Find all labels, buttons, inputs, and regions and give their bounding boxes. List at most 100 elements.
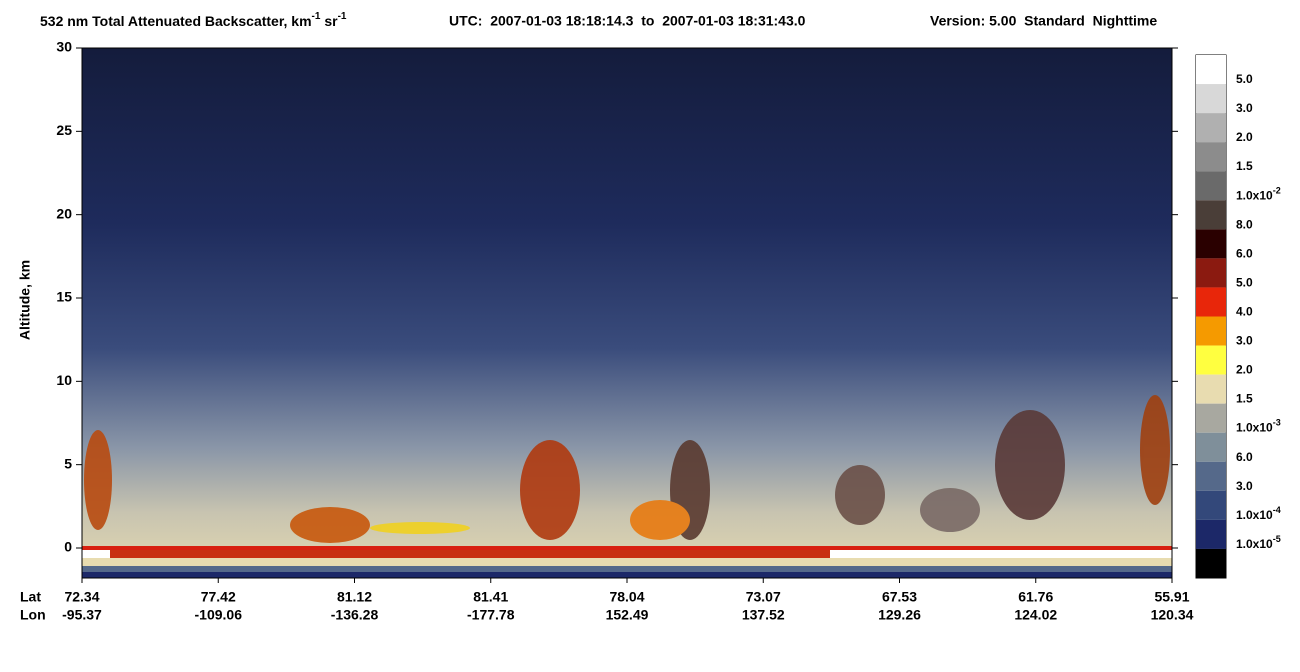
colorbar-segment bbox=[1196, 171, 1226, 201]
colorbar-segment bbox=[1196, 461, 1226, 491]
lon-label: 152.49 bbox=[606, 607, 649, 623]
colorbar-label: 1.0x10-5 bbox=[1236, 534, 1281, 551]
colorbar-segment bbox=[1196, 113, 1226, 143]
title-part: 532 nm Total Attenuated Backscatter, km bbox=[40, 13, 312, 29]
colorbar-segment bbox=[1196, 200, 1226, 230]
y-tick-label: 10 bbox=[56, 372, 72, 388]
lat-label: 67.53 bbox=[882, 589, 917, 605]
colorbar-label: 2.0 bbox=[1236, 363, 1253, 377]
subsurface bbox=[82, 572, 1172, 578]
colorbar-segment bbox=[1196, 345, 1226, 375]
chart-title: 532 nm Total Attenuated Backscatter, km-… bbox=[40, 11, 347, 29]
colorbar-label: 1.5 bbox=[1236, 392, 1253, 406]
colorbar-label-text: 1.5 bbox=[1236, 159, 1253, 173]
lat-label: 77.42 bbox=[201, 589, 236, 605]
colorbar-label-text: 3.0 bbox=[1236, 334, 1253, 348]
plot-area bbox=[81, 47, 1173, 579]
colorbar-label-text: 6.0 bbox=[1236, 247, 1253, 261]
colorbar-label-text: 8.0 bbox=[1236, 218, 1253, 232]
colorbar-segment bbox=[1196, 374, 1226, 404]
colorbar-label-text: 3.0 bbox=[1236, 101, 1253, 115]
colorbar-label: 6.0 bbox=[1236, 247, 1253, 261]
y-axis-label: Altitude, km bbox=[17, 260, 33, 340]
colorbar-label: 4.0 bbox=[1236, 305, 1253, 319]
lon-label: 137.52 bbox=[742, 607, 785, 623]
colorbar-segment bbox=[1196, 432, 1226, 462]
colorbar-label: 1.0x10-2 bbox=[1236, 186, 1281, 203]
colorbar-label: 3.0 bbox=[1236, 101, 1253, 115]
lat-label: 55.91 bbox=[1154, 589, 1189, 605]
colorbar-label-text: 5.0 bbox=[1236, 276, 1253, 290]
colorbar-segment bbox=[1196, 55, 1226, 85]
colorbar-label: 5.0 bbox=[1236, 72, 1253, 86]
surface-return bbox=[110, 550, 830, 558]
y-tick-label: 5 bbox=[64, 455, 72, 471]
subsurface bbox=[82, 566, 1172, 572]
colorbar-label-text: 3.0 bbox=[1236, 479, 1253, 493]
lon-label: -136.28 bbox=[331, 607, 379, 623]
cloud-layer bbox=[84, 395, 1170, 543]
lon-label: 120.34 bbox=[1151, 607, 1194, 623]
time-range: UTC: 2007-01-03 18:18:14.3 to 2007-01-03… bbox=[449, 13, 806, 29]
colorbar-label-text: 2.0 bbox=[1236, 363, 1253, 377]
colorbar-label-text: 2.0 bbox=[1236, 130, 1253, 144]
colorbar-label-exponent: -3 bbox=[1273, 418, 1281, 428]
colorbar-segment bbox=[1196, 258, 1226, 288]
colorbar-label-text: 5.0 bbox=[1236, 72, 1253, 86]
colorbar-segment bbox=[1196, 287, 1226, 317]
colorbar-label-text: 1.0x10 bbox=[1236, 188, 1273, 202]
colorbar-label: 3.0 bbox=[1236, 334, 1253, 348]
colorbar-segment bbox=[1196, 490, 1226, 520]
colorbar-segment bbox=[1196, 229, 1226, 259]
title-superscript: -1 bbox=[338, 11, 347, 22]
lat-label: 78.04 bbox=[609, 589, 644, 605]
x-row-label: Lon bbox=[20, 607, 46, 623]
version: Version: 5.00 Standard Nighttime bbox=[930, 13, 1157, 29]
colorbar-label: 1.0x10-3 bbox=[1236, 418, 1281, 435]
colorbar-segment bbox=[1196, 403, 1226, 433]
subsurface bbox=[82, 558, 1172, 566]
colorbar-label: 2.0 bbox=[1236, 130, 1253, 144]
y-tick-label: 15 bbox=[56, 289, 72, 305]
lon-label: -95.37 bbox=[62, 607, 102, 623]
lat-label: 73.07 bbox=[746, 589, 781, 605]
colorbar-segment bbox=[1196, 548, 1226, 578]
colorbar-segment bbox=[1196, 84, 1226, 114]
colorbar-label-text: 1.0x10 bbox=[1236, 421, 1273, 435]
title-part: sr bbox=[320, 13, 338, 29]
y-tick-label: 0 bbox=[64, 539, 72, 555]
colorbar-label-exponent: -5 bbox=[1273, 534, 1281, 544]
colorbar-segment bbox=[1196, 316, 1226, 346]
backscatter-image bbox=[82, 48, 1172, 548]
colorbar-label-exponent: -4 bbox=[1273, 505, 1281, 515]
lat-label: 61.76 bbox=[1018, 589, 1053, 605]
colorbar-label-text: 1.5 bbox=[1236, 392, 1253, 406]
lon-label: -177.78 bbox=[467, 607, 515, 623]
colorbar-label-exponent: -2 bbox=[1273, 186, 1281, 196]
colorbar-segment bbox=[1196, 142, 1226, 172]
lon-label: 129.26 bbox=[878, 607, 921, 623]
y-tick-label: 25 bbox=[56, 122, 72, 138]
y-tick-label: 20 bbox=[56, 205, 72, 221]
colorbar-label-text: 6.0 bbox=[1236, 450, 1253, 464]
lon-label: 124.02 bbox=[1014, 607, 1057, 623]
lat-label: 81.41 bbox=[473, 589, 508, 605]
colorbar-label: 1.0x10-4 bbox=[1236, 505, 1281, 522]
title-superscript: -1 bbox=[312, 11, 321, 22]
y-tick-label: 30 bbox=[56, 39, 72, 55]
lon-label: -109.06 bbox=[195, 607, 243, 623]
colorbar-label-text: 4.0 bbox=[1236, 305, 1253, 319]
colorbar-segment bbox=[1196, 519, 1226, 549]
lat-label: 81.12 bbox=[337, 589, 372, 605]
colorbar-label-text: 1.0x10 bbox=[1236, 537, 1273, 551]
lat-label: 72.34 bbox=[64, 589, 99, 605]
colorbar-label: 8.0 bbox=[1236, 218, 1253, 232]
colorbar-label: 6.0 bbox=[1236, 450, 1253, 464]
colorbar-label: 1.5 bbox=[1236, 159, 1253, 173]
surface-return bbox=[82, 546, 1172, 550]
colorbar-label: 5.0 bbox=[1236, 276, 1253, 290]
x-row-label: Lat bbox=[20, 589, 41, 605]
colorbar-label: 3.0 bbox=[1236, 479, 1253, 493]
colorbar-label-text: 1.0x10 bbox=[1236, 508, 1273, 522]
